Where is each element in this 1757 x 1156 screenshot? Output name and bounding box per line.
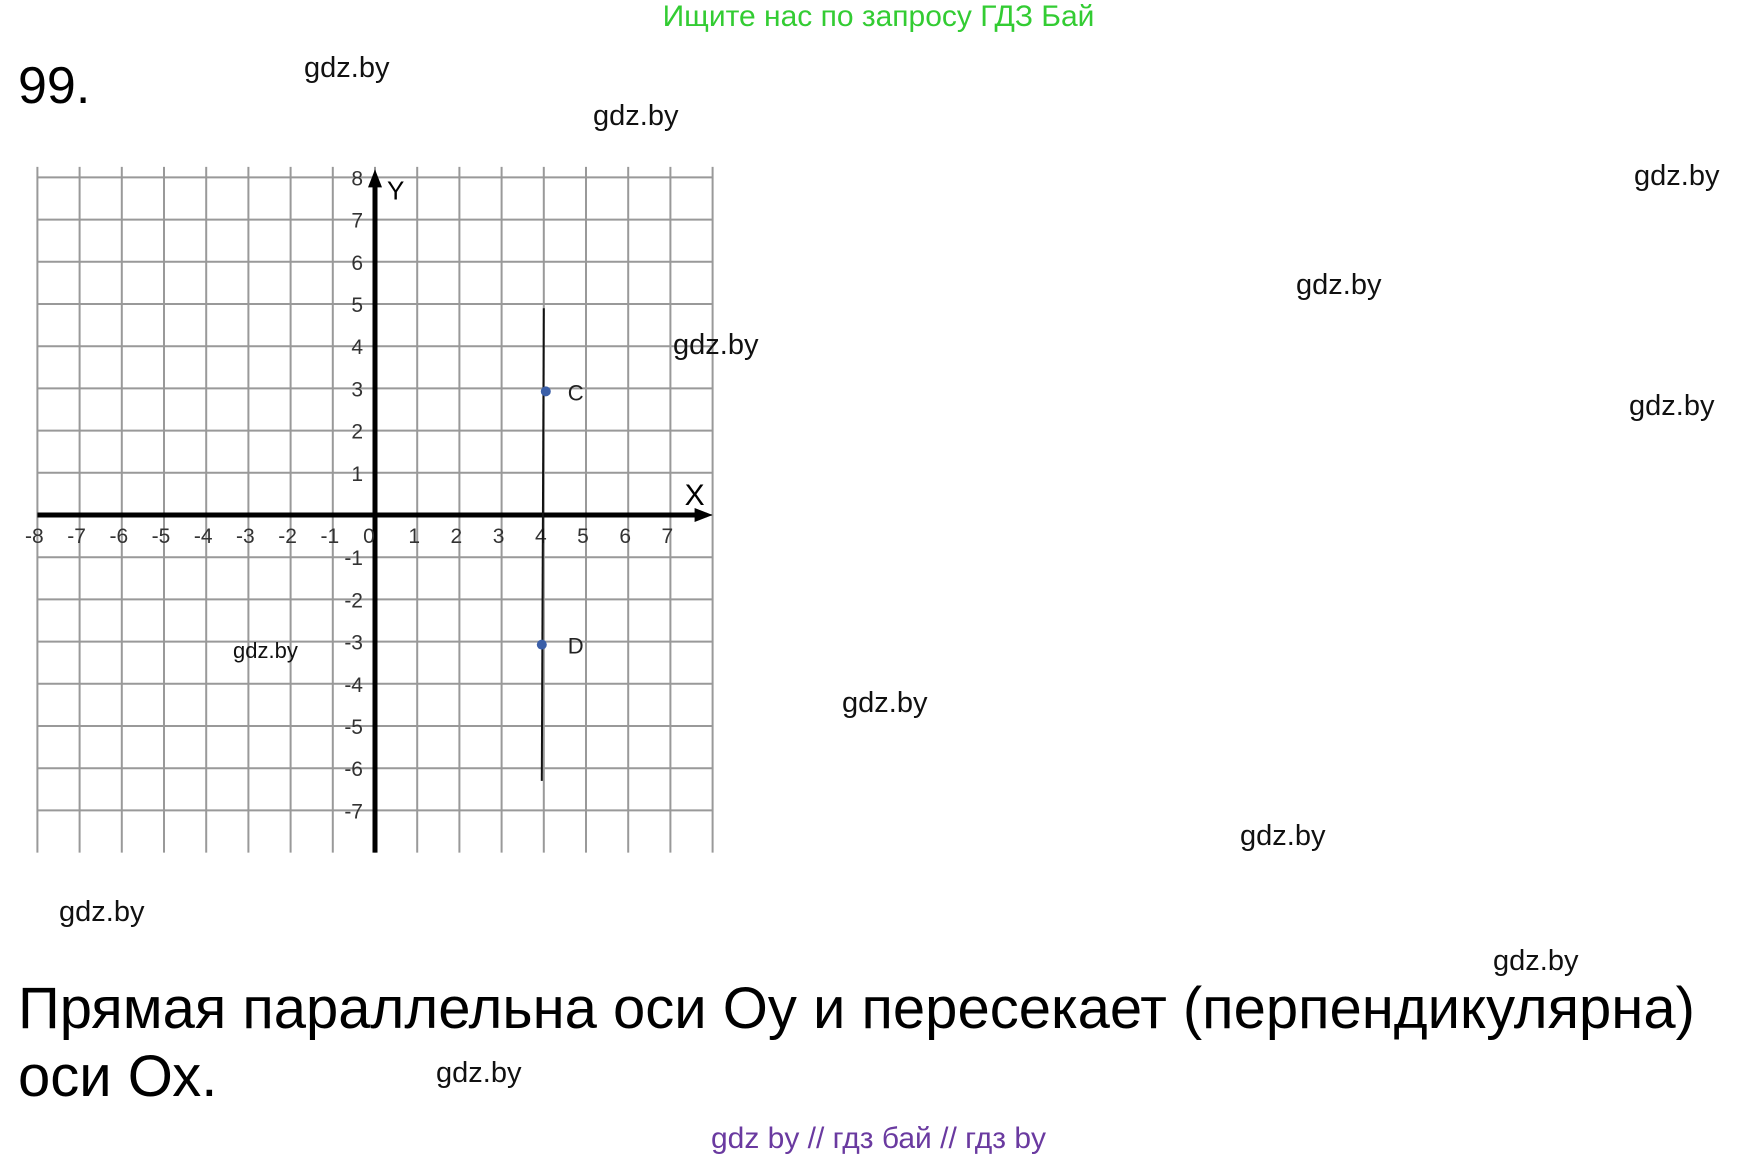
x-tick-label: -7 — [67, 525, 86, 548]
y-tick-label: 2 — [351, 421, 363, 444]
y-tick-label: 5 — [351, 294, 363, 317]
watermark: gdz.by — [304, 52, 390, 84]
y-axis-label: Y — [387, 175, 404, 205]
x-tick-label: -2 — [278, 525, 297, 548]
x-tick-label: -1 — [320, 525, 339, 548]
x-tick-label: 5 — [577, 525, 589, 548]
point-d — [536, 639, 547, 650]
x-tick-label: -4 — [194, 525, 213, 548]
x-tick-label: -8 — [25, 525, 44, 548]
x-axis-arrow-icon — [694, 508, 713, 522]
y-tick-label: 3 — [351, 378, 363, 401]
x-tick-label: -3 — [236, 525, 255, 548]
y-tick-label: 4 — [351, 336, 363, 359]
watermark: gdz.by — [59, 896, 145, 928]
answer-text: Прямая параллельна оси Оу и пересекает (… — [18, 976, 1695, 1109]
y-tick-label: -5 — [344, 716, 363, 739]
x-tick-label: -6 — [109, 525, 128, 548]
x-tick-label: 6 — [619, 525, 631, 548]
watermark: gdz.by — [1493, 945, 1579, 977]
x-tick-label: 3 — [493, 525, 505, 548]
footer-links: gdz by // гдз бай // гдз by — [710, 1122, 1047, 1155]
x-tick-label: -5 — [152, 525, 171, 548]
watermark: gdz.by — [436, 1057, 522, 1089]
watermark: gdz.by — [842, 687, 928, 719]
coordinate-plane: XY-8 -7 -6 -5 -4 -3 -2 -1 0 1 2 3 4 5 6 787654321-1-2-3… — [25, 166, 714, 853]
y-tick-label: -4 — [344, 674, 363, 697]
y-tick-label: 7 — [351, 210, 363, 233]
x-tick-label: 7 — [662, 525, 674, 548]
watermark: gdz.by — [673, 329, 759, 361]
promo-banner: Ищите нас по запросу ГДЗ Бай — [662, 0, 1095, 33]
watermark: gdz.by — [593, 100, 679, 132]
task-number: 99. — [18, 57, 91, 115]
x-tick-label: 2 — [451, 525, 463, 548]
point-c — [540, 386, 551, 397]
watermark: gdz.by — [1240, 820, 1326, 852]
y-tick-label: 8 — [351, 167, 363, 190]
y-tick-label: -7 — [344, 800, 363, 823]
watermark: gdz.by — [233, 638, 298, 663]
y-tick-label: -2 — [344, 589, 363, 612]
point-label-d: D — [568, 634, 584, 659]
y-tick-label: -1 — [344, 547, 363, 570]
watermark: gdz.by — [1634, 160, 1720, 192]
x-tick-label: 4 — [535, 525, 547, 548]
watermark: gdz.by — [1629, 390, 1715, 422]
y-tick-label: -6 — [344, 758, 363, 781]
y-axis-arrow-icon — [368, 169, 382, 188]
y-tick-label: -3 — [344, 632, 363, 655]
x-tick-label: 1 — [408, 525, 420, 548]
x-tick-label: 0 — [363, 525, 375, 548]
watermark: gdz.by — [1296, 269, 1382, 301]
point-label-c: C — [568, 380, 584, 405]
x-axis-label: X — [685, 479, 705, 512]
y-tick-label: 6 — [351, 252, 363, 275]
y-tick-label: 1 — [351, 463, 363, 486]
